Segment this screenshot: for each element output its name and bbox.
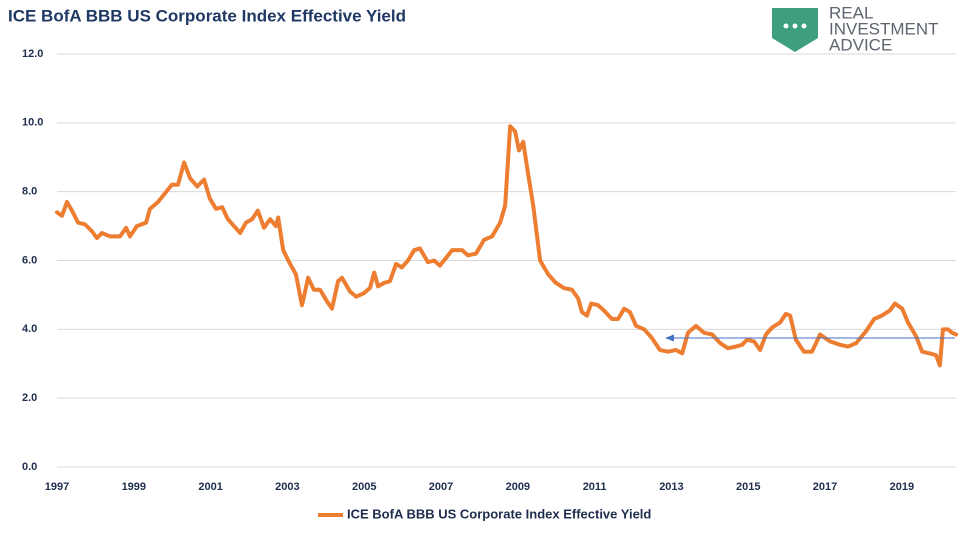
y-tick-label: 10.0 — [22, 117, 43, 129]
x-tick-label: 2011 — [583, 481, 607, 493]
y-tick-label: 8.0 — [22, 186, 37, 198]
logo-dot — [792, 23, 798, 29]
x-tick-label: 2017 — [813, 481, 837, 493]
y-tick-label: 2.0 — [22, 392, 37, 404]
legend: ICE BofA BBB US Corporate Index Effectiv… — [318, 506, 651, 521]
y-tick-label: 4.0 — [22, 323, 37, 335]
annotation-arrow — [665, 334, 955, 342]
y-tick-label: 6.0 — [22, 254, 37, 266]
x-tick-label: 2009 — [506, 481, 530, 493]
arrow-head — [665, 334, 674, 342]
logo-dot — [783, 23, 789, 29]
x-tick-label: 2007 — [429, 481, 453, 493]
x-tick-label: 2005 — [352, 481, 376, 493]
x-tick-label: 2003 — [275, 481, 299, 493]
x-tick-label: 2015 — [736, 481, 760, 493]
plot-area: 0.0 2.0 4.0 6.0 8.0 10.0 12.0 1997 1999 2001 2003 2… — [22, 48, 958, 493]
logo-shield — [772, 8, 818, 52]
data-line — [55, 124, 958, 368]
x-tick-label: 1999 — [122, 481, 146, 493]
logo-text: REAL — [829, 3, 873, 22]
logo-text: ADVICE — [829, 35, 892, 54]
legend-label: ICE BofA BBB US Corporate Index Effectiv… — [347, 506, 651, 521]
y-tick-label: 12.0 — [22, 48, 43, 60]
chart-title: ICE BofA BBB US Corporate Index Effectiv… — [8, 6, 406, 25]
x-tick-label: 2013 — [659, 481, 683, 493]
logo-text: INVESTMENT — [829, 19, 939, 38]
x-tick-label: 2019 — [890, 481, 914, 493]
x-tick-label: 2001 — [198, 481, 222, 493]
y-tick-label: 0.0 — [22, 461, 37, 473]
logo-dot — [801, 23, 807, 29]
x-tick-label: 1997 — [45, 481, 69, 493]
logo: REAL INVESTMENT ADVICE — [772, 3, 939, 54]
